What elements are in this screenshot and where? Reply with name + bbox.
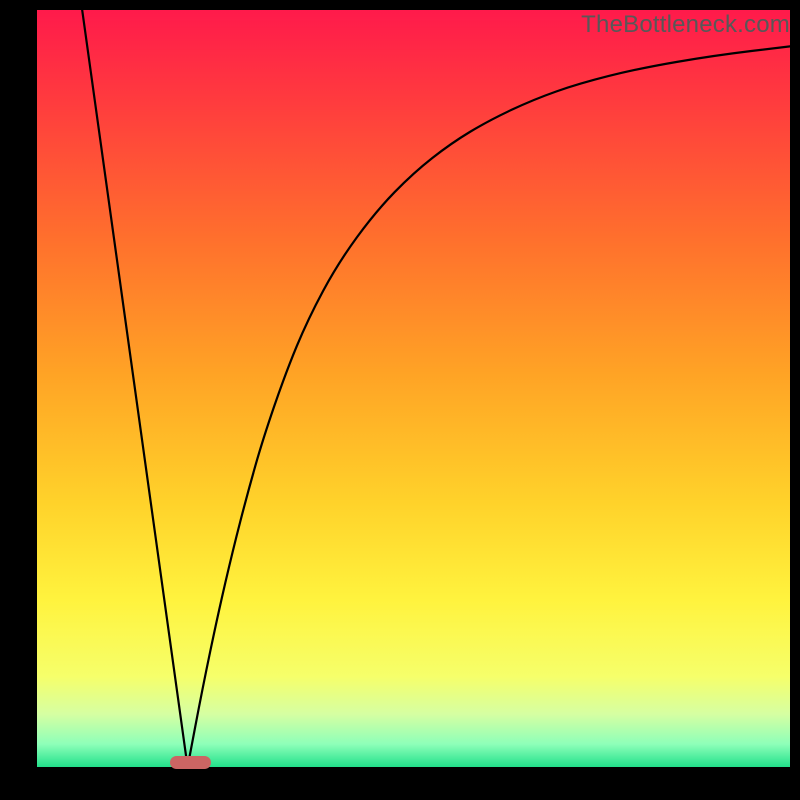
frame-border-right [790,0,800,800]
chart-frame: TheBottleneck.com [0,0,800,800]
watermark-text: TheBottleneck.com [581,11,790,39]
frame-border-left [0,0,37,800]
frame-border-top [0,0,800,10]
frame-border-bottom [0,767,800,800]
plot-area [37,10,790,767]
bottleneck-curve [37,10,790,767]
optimum-marker [170,756,211,770]
